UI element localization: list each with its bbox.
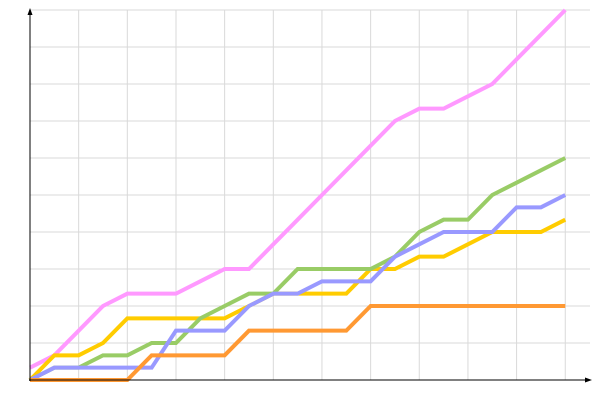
series-line-3 bbox=[29, 156, 567, 382]
series-group bbox=[28, 8, 567, 382]
series-line-4 bbox=[29, 193, 567, 382]
axes bbox=[27, 8, 592, 383]
x-axis-arrow bbox=[585, 377, 592, 383]
grid bbox=[30, 9, 590, 380]
series-line-1 bbox=[29, 8, 567, 370]
y-axis-arrow bbox=[27, 8, 33, 15]
